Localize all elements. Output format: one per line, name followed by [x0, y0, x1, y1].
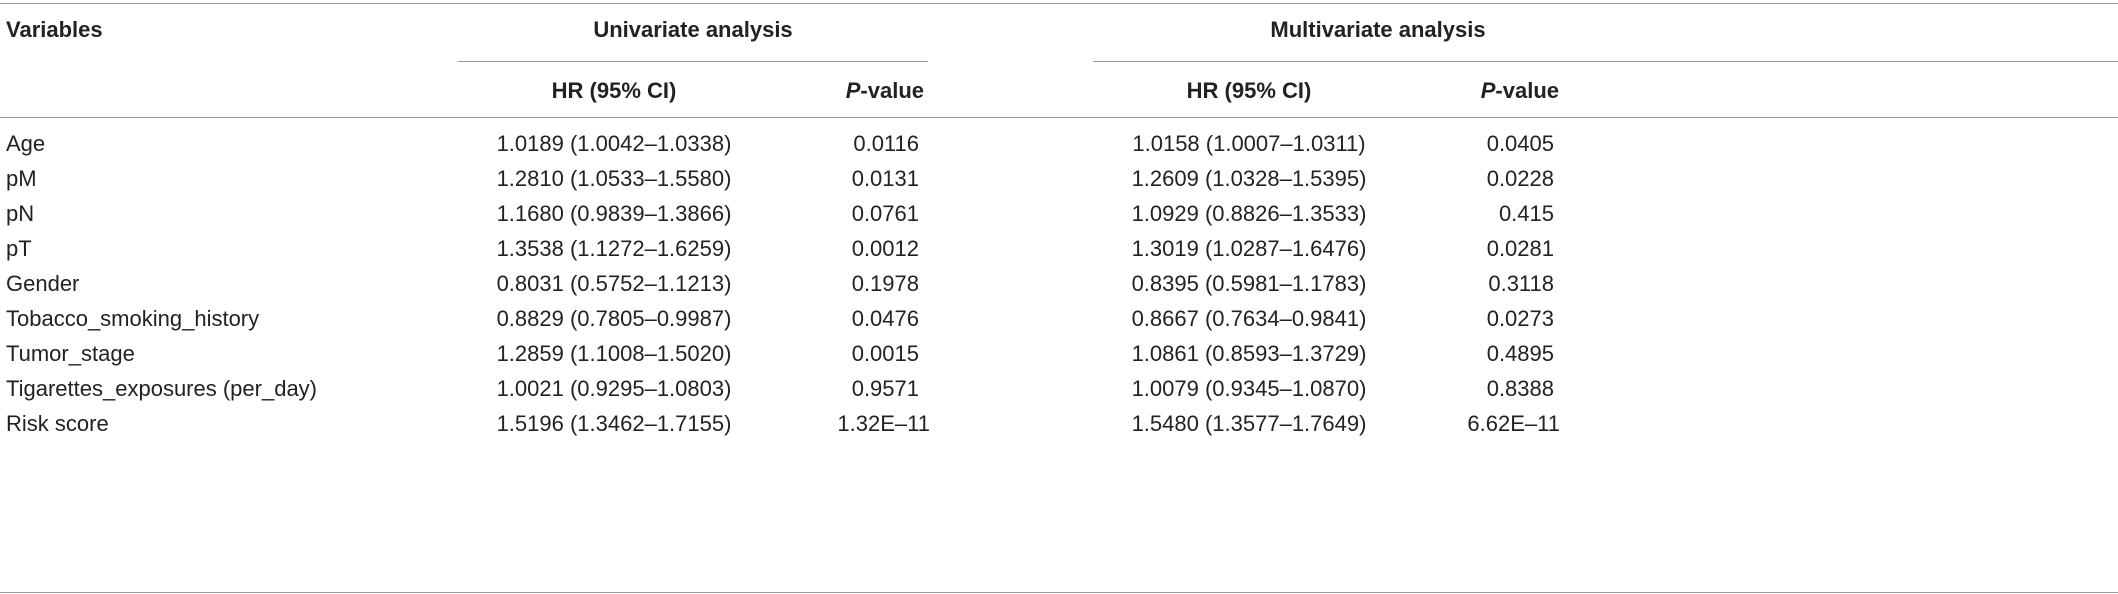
multivariate-span-rule [1093, 61, 2118, 62]
multi-hr-cell: 1.0079 (0.9345–1.0870) [1131, 376, 1367, 401]
uni-hr-cell: 0.8829 (0.7805–0.9987) [496, 306, 732, 331]
multi-hr-cell: 0.8667 (0.7634–0.9841) [1131, 306, 1367, 331]
multi-hr-cell: 1.3019 (1.0287–1.6476) [1131, 236, 1367, 261]
p-suffix: -value [1495, 78, 1559, 103]
multi-p-cell: 0.8388 [1486, 376, 1554, 401]
p-italic: P [1480, 78, 1496, 103]
p-suffix: -value [860, 78, 924, 103]
header-multi-pvalue: P-value [1400, 76, 1559, 106]
uni-hr-cell: 1.2810 (1.0533–1.5580) [496, 166, 732, 191]
uni-p-cell: 0.0476 [851, 306, 919, 331]
multi-hr-cell: 1.0158 (1.0007–1.0311) [1132, 131, 1366, 156]
multi-p-cell: 0.0228 [1486, 166, 1554, 191]
variable-cell: Gender [6, 271, 80, 296]
multi-p-cell: 0.0405 [1486, 131, 1554, 156]
uni-p-cell: 0.0015 [851, 341, 919, 366]
variable-cell: Tigarettes_exposures (per_day) [6, 376, 318, 401]
bottom-rule [0, 592, 2118, 593]
variable-cell: Tumor_stage [6, 341, 135, 366]
header-bottom-rule [0, 117, 2118, 118]
uni-hr-cell: 0.8031 (0.5752–1.1213) [496, 271, 732, 296]
uni-p-cell: 0.0761 [851, 201, 919, 226]
variable-cell: Risk score [6, 411, 109, 436]
multi-hr-cell: 0.8395 (0.5981–1.1783) [1131, 271, 1367, 296]
univariate-span-rule [458, 61, 928, 62]
multi-hr-cell: 1.0861 (0.8593–1.3729) [1131, 341, 1367, 366]
header-uni-hr: HR (95% CI) [551, 78, 677, 103]
multi-hr-cell: 1.5480 (1.3577–1.7649) [1131, 411, 1367, 436]
uni-p-cell: 0.0012 [851, 236, 919, 261]
header-multi-hr: HR (95% CI) [1186, 78, 1312, 103]
multi-p-cell: 0.0281 [1486, 236, 1554, 261]
uni-p-cell: 0.1978 [851, 271, 919, 296]
multi-p-cell: 6.62E–11 [1467, 411, 1560, 436]
multi-hr-cell: 1.0929 (0.8826–1.3533) [1131, 201, 1367, 226]
uni-hr-cell: 1.5196 (1.3462–1.7155) [496, 411, 732, 436]
header-multivariate: Multivariate analysis [1270, 17, 1486, 42]
multi-p-cell: 0.3118 [1488, 271, 1554, 296]
top-rule [0, 3, 2118, 4]
uni-hr-cell: 1.3538 (1.1272–1.6259) [496, 236, 732, 261]
uni-p-cell: 1.32E–11 [837, 411, 930, 436]
variable-cell: pN [6, 201, 35, 226]
uni-hr-cell: 1.1680 (0.9839–1.3866) [496, 201, 732, 226]
uni-hr-cell: 1.0189 (1.0042–1.0338) [496, 131, 732, 156]
header-uni-pvalue: P-value [770, 76, 924, 106]
uni-hr-cell: 1.2859 (1.1008–1.5020) [496, 341, 732, 366]
variable-cell: pT [6, 236, 32, 261]
header-variables: Variables [6, 17, 103, 42]
multi-p-cell: 0.415 [1498, 201, 1554, 226]
uni-p-cell: 0.0116 [853, 131, 919, 156]
multi-p-cell: 0.4895 [1486, 341, 1554, 366]
uni-hr-cell: 1.0021 (0.9295–1.0803) [496, 376, 732, 401]
p-italic: P [845, 78, 861, 103]
variable-cell: pM [6, 166, 37, 191]
variable-cell: Tobacco_smoking_history [6, 306, 260, 331]
header-univariate: Univariate analysis [593, 17, 793, 42]
variable-cell: Age [6, 131, 46, 156]
multi-hr-cell: 1.2609 (1.0328–1.5395) [1131, 166, 1367, 191]
uni-p-cell: 0.0131 [851, 166, 919, 191]
multi-p-cell: 0.0273 [1486, 306, 1554, 331]
uni-p-cell: 0.9571 [851, 376, 919, 401]
